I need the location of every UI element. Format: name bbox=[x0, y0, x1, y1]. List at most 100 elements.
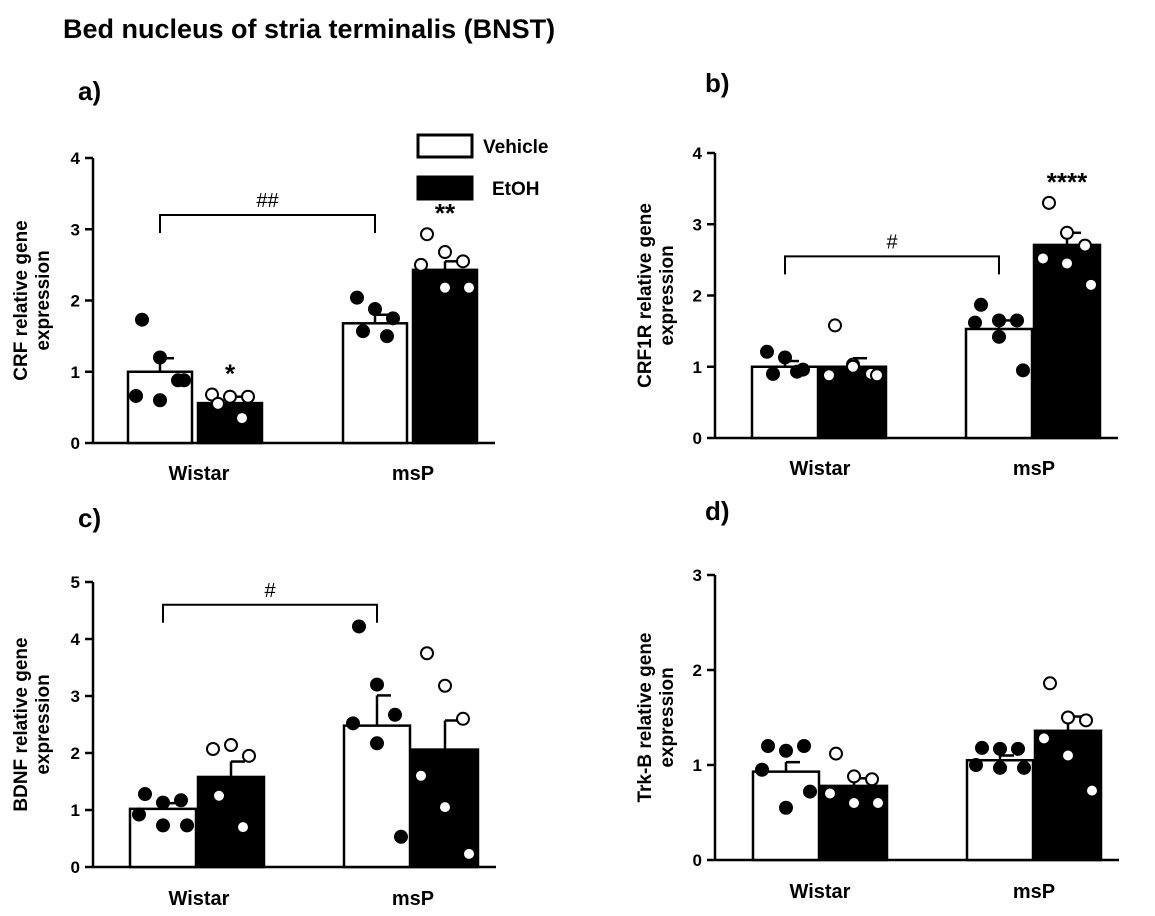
data-point bbox=[352, 619, 366, 634]
significance-mark: ** bbox=[435, 198, 456, 228]
y-tick-label: 3 bbox=[693, 566, 702, 585]
data-point bbox=[129, 388, 143, 403]
panel-c: c) BDNF relative geneexpression 0 1 2 3 4 5 Wist… bbox=[11, 503, 496, 910]
legend-vehicle-label: Vehicle bbox=[483, 137, 549, 158]
y-tick-label: 2 bbox=[693, 661, 702, 680]
y-tick-label: 0 bbox=[693, 851, 702, 870]
data-point bbox=[177, 373, 191, 388]
y-tick-label: 2 bbox=[71, 292, 80, 311]
y-tick-label: 4 bbox=[693, 144, 703, 163]
data-point bbox=[346, 716, 360, 731]
data-point bbox=[823, 786, 837, 801]
comparison-bracket bbox=[159, 214, 376, 233]
data-point bbox=[968, 315, 982, 330]
data-point bbox=[969, 758, 983, 772]
data-point bbox=[438, 280, 452, 295]
y-axis-label-line: CRF1R relative gene bbox=[635, 203, 656, 388]
y-axis-label-line: Trk-B relative gene bbox=[635, 632, 656, 802]
y-axis-label: CRF1R relative geneexpression bbox=[635, 203, 678, 388]
data-point bbox=[975, 740, 989, 755]
y-tick-label: 2 bbox=[71, 744, 80, 763]
data-point bbox=[180, 818, 194, 833]
y-tick-label: 1 bbox=[693, 756, 702, 775]
panel-label: a) bbox=[78, 76, 101, 106]
data-point bbox=[865, 772, 879, 787]
panel-a: a) CRF relative geneexpression 0 1 2 3 4 Wistar… bbox=[11, 76, 495, 485]
data-point bbox=[368, 302, 382, 317]
y-axis-label-line: BDNF relative gene bbox=[11, 637, 32, 811]
x-category-label: msP bbox=[1013, 881, 1055, 903]
bar-vehicle-msp bbox=[341, 322, 409, 445]
data-point bbox=[1011, 741, 1025, 756]
data-point bbox=[380, 329, 394, 344]
x-category-label: Wistar bbox=[790, 881, 851, 903]
data-point bbox=[462, 846, 476, 861]
data-point bbox=[224, 738, 238, 753]
significance-mark: * bbox=[225, 359, 236, 389]
y-axis-label: Trk-B relative geneexpression bbox=[635, 632, 678, 802]
x-category-label: msP bbox=[1013, 458, 1055, 480]
data-point bbox=[778, 350, 792, 365]
y-axis-label: BDNF relative geneexpression bbox=[11, 637, 54, 811]
y-tick-label: 1 bbox=[71, 801, 80, 820]
figure-title: Bed nucleus of stria terminalis (BNST) bbox=[63, 14, 555, 44]
data-point bbox=[462, 280, 476, 295]
data-point bbox=[760, 344, 774, 359]
comparison-bracket bbox=[784, 255, 1000, 275]
data-point bbox=[846, 359, 860, 374]
data-point bbox=[1036, 251, 1050, 266]
data-point bbox=[438, 245, 452, 260]
data-point bbox=[138, 787, 152, 802]
y-tick-label: 1 bbox=[693, 358, 702, 377]
data-point bbox=[156, 795, 170, 810]
x-category-label: Wistar bbox=[169, 463, 230, 485]
data-point bbox=[456, 254, 470, 269]
y-tick-label: 3 bbox=[693, 215, 702, 234]
data-point bbox=[156, 818, 170, 833]
data-point bbox=[356, 324, 370, 339]
data-point bbox=[212, 788, 226, 803]
data-point bbox=[235, 411, 249, 426]
data-point bbox=[414, 257, 428, 272]
y-tick-label: 0 bbox=[693, 429, 702, 448]
data-point bbox=[974, 297, 988, 312]
data-point bbox=[1010, 313, 1024, 328]
data-point bbox=[370, 736, 384, 751]
data-point bbox=[993, 760, 1007, 775]
data-point bbox=[242, 748, 256, 763]
data-point bbox=[394, 829, 408, 844]
data-point bbox=[1084, 277, 1098, 292]
comparison-label: # bbox=[886, 231, 898, 253]
data-point bbox=[135, 312, 149, 327]
y-axis-label-line: CRF relative gene bbox=[11, 220, 32, 381]
comparison-bracket bbox=[162, 603, 378, 623]
data-point bbox=[206, 742, 220, 757]
data-point bbox=[1085, 783, 1099, 798]
data-point bbox=[803, 784, 817, 799]
x-category-label: msP bbox=[392, 463, 434, 485]
data-point bbox=[993, 741, 1007, 756]
data-point bbox=[456, 711, 470, 726]
legend-etoh-label: EtOH bbox=[492, 179, 540, 200]
data-point bbox=[1078, 238, 1092, 253]
data-point bbox=[350, 290, 364, 305]
bar-vehicle-msp bbox=[964, 327, 1034, 440]
data-point bbox=[1061, 748, 1075, 763]
x-category-label: Wistar bbox=[169, 888, 230, 910]
y-axis-label-line: expression bbox=[657, 667, 678, 767]
data-point bbox=[779, 800, 793, 815]
comparison-label: ## bbox=[256, 190, 279, 212]
y-axis-label-line: expression bbox=[33, 250, 54, 350]
data-point bbox=[779, 743, 793, 758]
data-point bbox=[132, 807, 146, 822]
panel-label: d) bbox=[705, 496, 730, 526]
data-point bbox=[761, 739, 775, 753]
y-axis-label: CRF relative geneexpression bbox=[11, 220, 54, 381]
data-point bbox=[236, 820, 250, 835]
data-point bbox=[1042, 195, 1056, 210]
data-point bbox=[822, 368, 836, 383]
data-point bbox=[153, 393, 167, 408]
bar-etoh-wistar bbox=[196, 401, 264, 445]
y-tick-label: 5 bbox=[71, 573, 80, 592]
